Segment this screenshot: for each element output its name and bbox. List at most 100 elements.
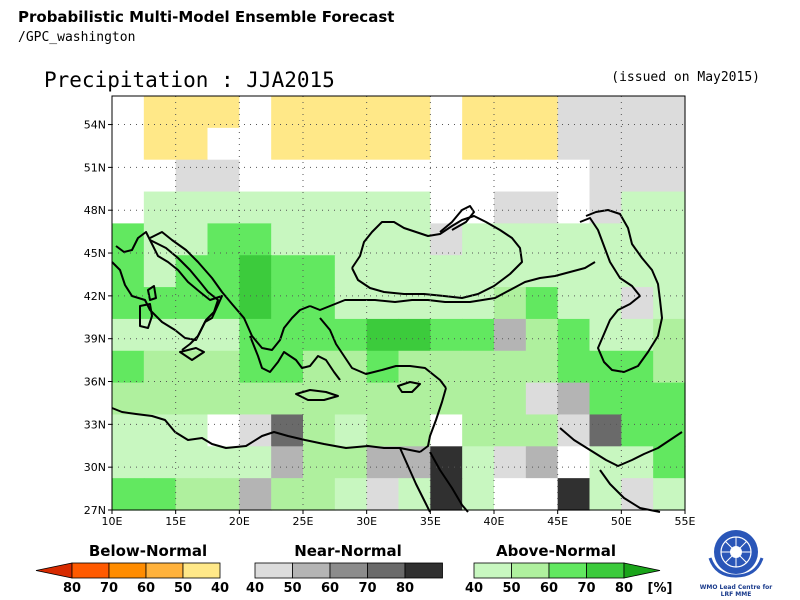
grid-cell bbox=[143, 350, 177, 384]
grid-cell bbox=[462, 223, 495, 256]
grid-cell bbox=[462, 446, 495, 479]
grid-cell bbox=[653, 414, 686, 447]
legend-near-bar: 40 50 60 70 80 bbox=[246, 562, 443, 596]
grid-cell bbox=[207, 159, 240, 193]
grid-cell bbox=[525, 159, 559, 193]
grid-cell bbox=[494, 414, 527, 447]
grid-cell bbox=[589, 127, 622, 161]
legend-label: 50 bbox=[502, 581, 520, 596]
lon-tick-label: 10E bbox=[102, 515, 123, 528]
grid-cell bbox=[525, 478, 559, 511]
grid-cell bbox=[143, 255, 177, 288]
grid-cell bbox=[430, 350, 463, 384]
grid-cell bbox=[462, 159, 495, 193]
grid-cell bbox=[621, 127, 654, 161]
grid-cell bbox=[589, 191, 622, 224]
island-sicily bbox=[179, 347, 205, 361]
grid-cell bbox=[112, 255, 145, 288]
wmo-logo-line1: WMO Lead Centre for bbox=[699, 584, 773, 591]
grid-cell bbox=[525, 350, 559, 384]
grid-cell bbox=[207, 191, 240, 224]
grid-cell bbox=[621, 191, 654, 224]
grid-cell bbox=[589, 478, 622, 511]
grid-cell bbox=[525, 96, 559, 129]
grid-cell bbox=[494, 191, 527, 224]
grid-cell bbox=[271, 255, 304, 288]
grid-cell bbox=[175, 446, 209, 479]
grid-cell bbox=[525, 414, 559, 447]
grid-cell bbox=[525, 191, 559, 224]
legend-swatch bbox=[254, 562, 293, 579]
lat-tick-label: 51N bbox=[84, 161, 106, 174]
legend-swatch bbox=[71, 562, 110, 579]
legend-label: 50 bbox=[174, 581, 192, 596]
grid-cell bbox=[303, 127, 336, 161]
grid-cell bbox=[366, 96, 400, 129]
grid-cell bbox=[653, 159, 686, 193]
grid-cell bbox=[207, 478, 240, 511]
lat-tick-label: 48N bbox=[84, 204, 106, 217]
grid-cell bbox=[557, 382, 591, 416]
grid-cell bbox=[143, 191, 177, 224]
grid-cell bbox=[398, 96, 431, 129]
grid-cell bbox=[430, 478, 463, 511]
grid-cell bbox=[621, 318, 654, 352]
grid-cell bbox=[494, 96, 527, 129]
grid-cell bbox=[271, 223, 304, 256]
grid-cell bbox=[239, 127, 272, 161]
grid-cell bbox=[430, 96, 463, 129]
coastline-anatolia-south bbox=[319, 317, 447, 389]
grid-cell bbox=[462, 318, 495, 352]
grid-cell bbox=[112, 96, 145, 129]
legend-label: 80 bbox=[396, 581, 414, 596]
grid-cell bbox=[334, 159, 368, 193]
coastlines bbox=[111, 205, 683, 513]
grid-cell bbox=[589, 446, 622, 479]
coastline-adriatic-balkans bbox=[149, 231, 311, 351]
grid-cell bbox=[494, 159, 527, 193]
grid-cell bbox=[366, 318, 400, 352]
legend-swatch bbox=[329, 562, 368, 579]
legend-above-title: Above-Normal bbox=[496, 542, 616, 560]
grid-cell bbox=[653, 382, 686, 416]
grid-cell bbox=[303, 191, 336, 224]
grid-cell bbox=[589, 382, 622, 416]
grid-cell bbox=[430, 223, 463, 256]
grid-cell bbox=[207, 255, 240, 288]
grid-cell bbox=[398, 191, 431, 224]
legend-label: 80 bbox=[615, 581, 633, 596]
grid-cell bbox=[557, 287, 591, 320]
coastline-north-africa bbox=[111, 407, 421, 453]
island-corsica bbox=[147, 285, 157, 301]
legend-swatch bbox=[145, 562, 184, 579]
grid-cell bbox=[271, 287, 304, 320]
legend-swatch bbox=[473, 562, 512, 579]
grid-cell bbox=[271, 159, 304, 193]
grid-cell bbox=[621, 478, 654, 511]
grid-cell bbox=[589, 159, 622, 193]
grid-cell bbox=[239, 96, 272, 129]
grid-cell bbox=[398, 255, 431, 288]
grid-cell bbox=[589, 414, 622, 447]
probability-grid bbox=[112, 96, 686, 511]
coastline-levant bbox=[419, 387, 447, 453]
island-cyprus bbox=[397, 381, 421, 393]
grid-cell bbox=[239, 318, 272, 352]
coastline-italy bbox=[149, 239, 219, 351]
grid-cell bbox=[557, 350, 591, 384]
grid-cell bbox=[334, 414, 368, 447]
grid-cell bbox=[589, 318, 622, 352]
lat-tick-label: 36N bbox=[84, 376, 106, 389]
grid-cell bbox=[303, 96, 336, 129]
grid-cell bbox=[239, 350, 272, 384]
legend-label: 50 bbox=[283, 581, 301, 596]
grid-cell bbox=[303, 255, 336, 288]
legend-swatch bbox=[404, 562, 443, 579]
lon-tick-label: 15E bbox=[165, 515, 186, 528]
grid-cell bbox=[653, 223, 686, 256]
grid-cell bbox=[621, 96, 654, 129]
legend-label: 80 bbox=[63, 581, 81, 596]
grid-cell bbox=[366, 159, 400, 193]
grid-cell bbox=[494, 127, 527, 161]
island-sardinia bbox=[139, 303, 153, 329]
